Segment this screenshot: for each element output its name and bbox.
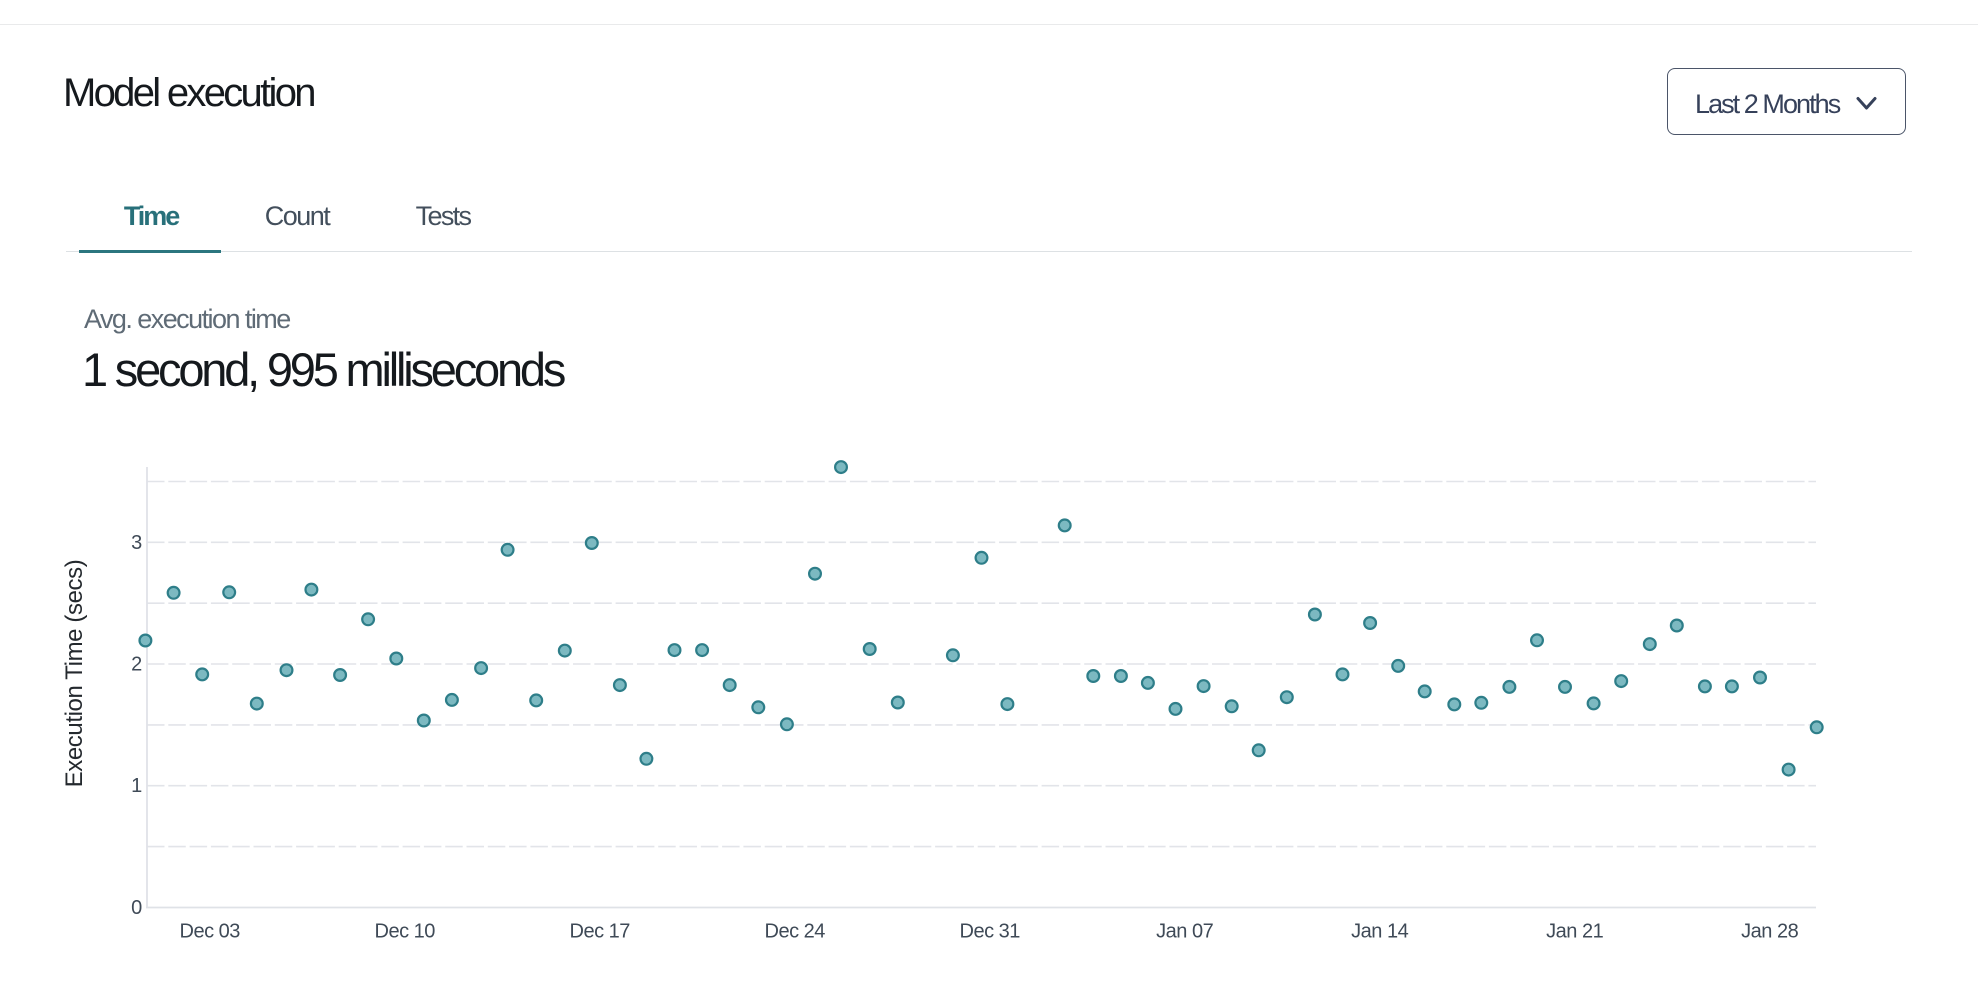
svg-text:Execution Time (secs): Execution Time (secs) [61, 560, 88, 788]
svg-text:Dec 31: Dec 31 [960, 921, 1021, 943]
svg-text:Jan 28: Jan 28 [1741, 921, 1798, 943]
svg-text:Jan 21: Jan 21 [1546, 921, 1603, 943]
svg-text:Dec 03: Dec 03 [180, 921, 241, 943]
svg-text:Jan 14: Jan 14 [1351, 921, 1408, 943]
svg-text:Dec 10: Dec 10 [375, 921, 436, 943]
svg-text:1: 1 [131, 775, 142, 797]
svg-text:2: 2 [131, 654, 142, 676]
svg-text:Dec 24: Dec 24 [765, 921, 826, 943]
svg-text:0: 0 [131, 897, 142, 919]
svg-text:Jan 07: Jan 07 [1156, 921, 1213, 943]
svg-text:3: 3 [131, 532, 142, 554]
svg-text:Dec 17: Dec 17 [570, 921, 631, 943]
